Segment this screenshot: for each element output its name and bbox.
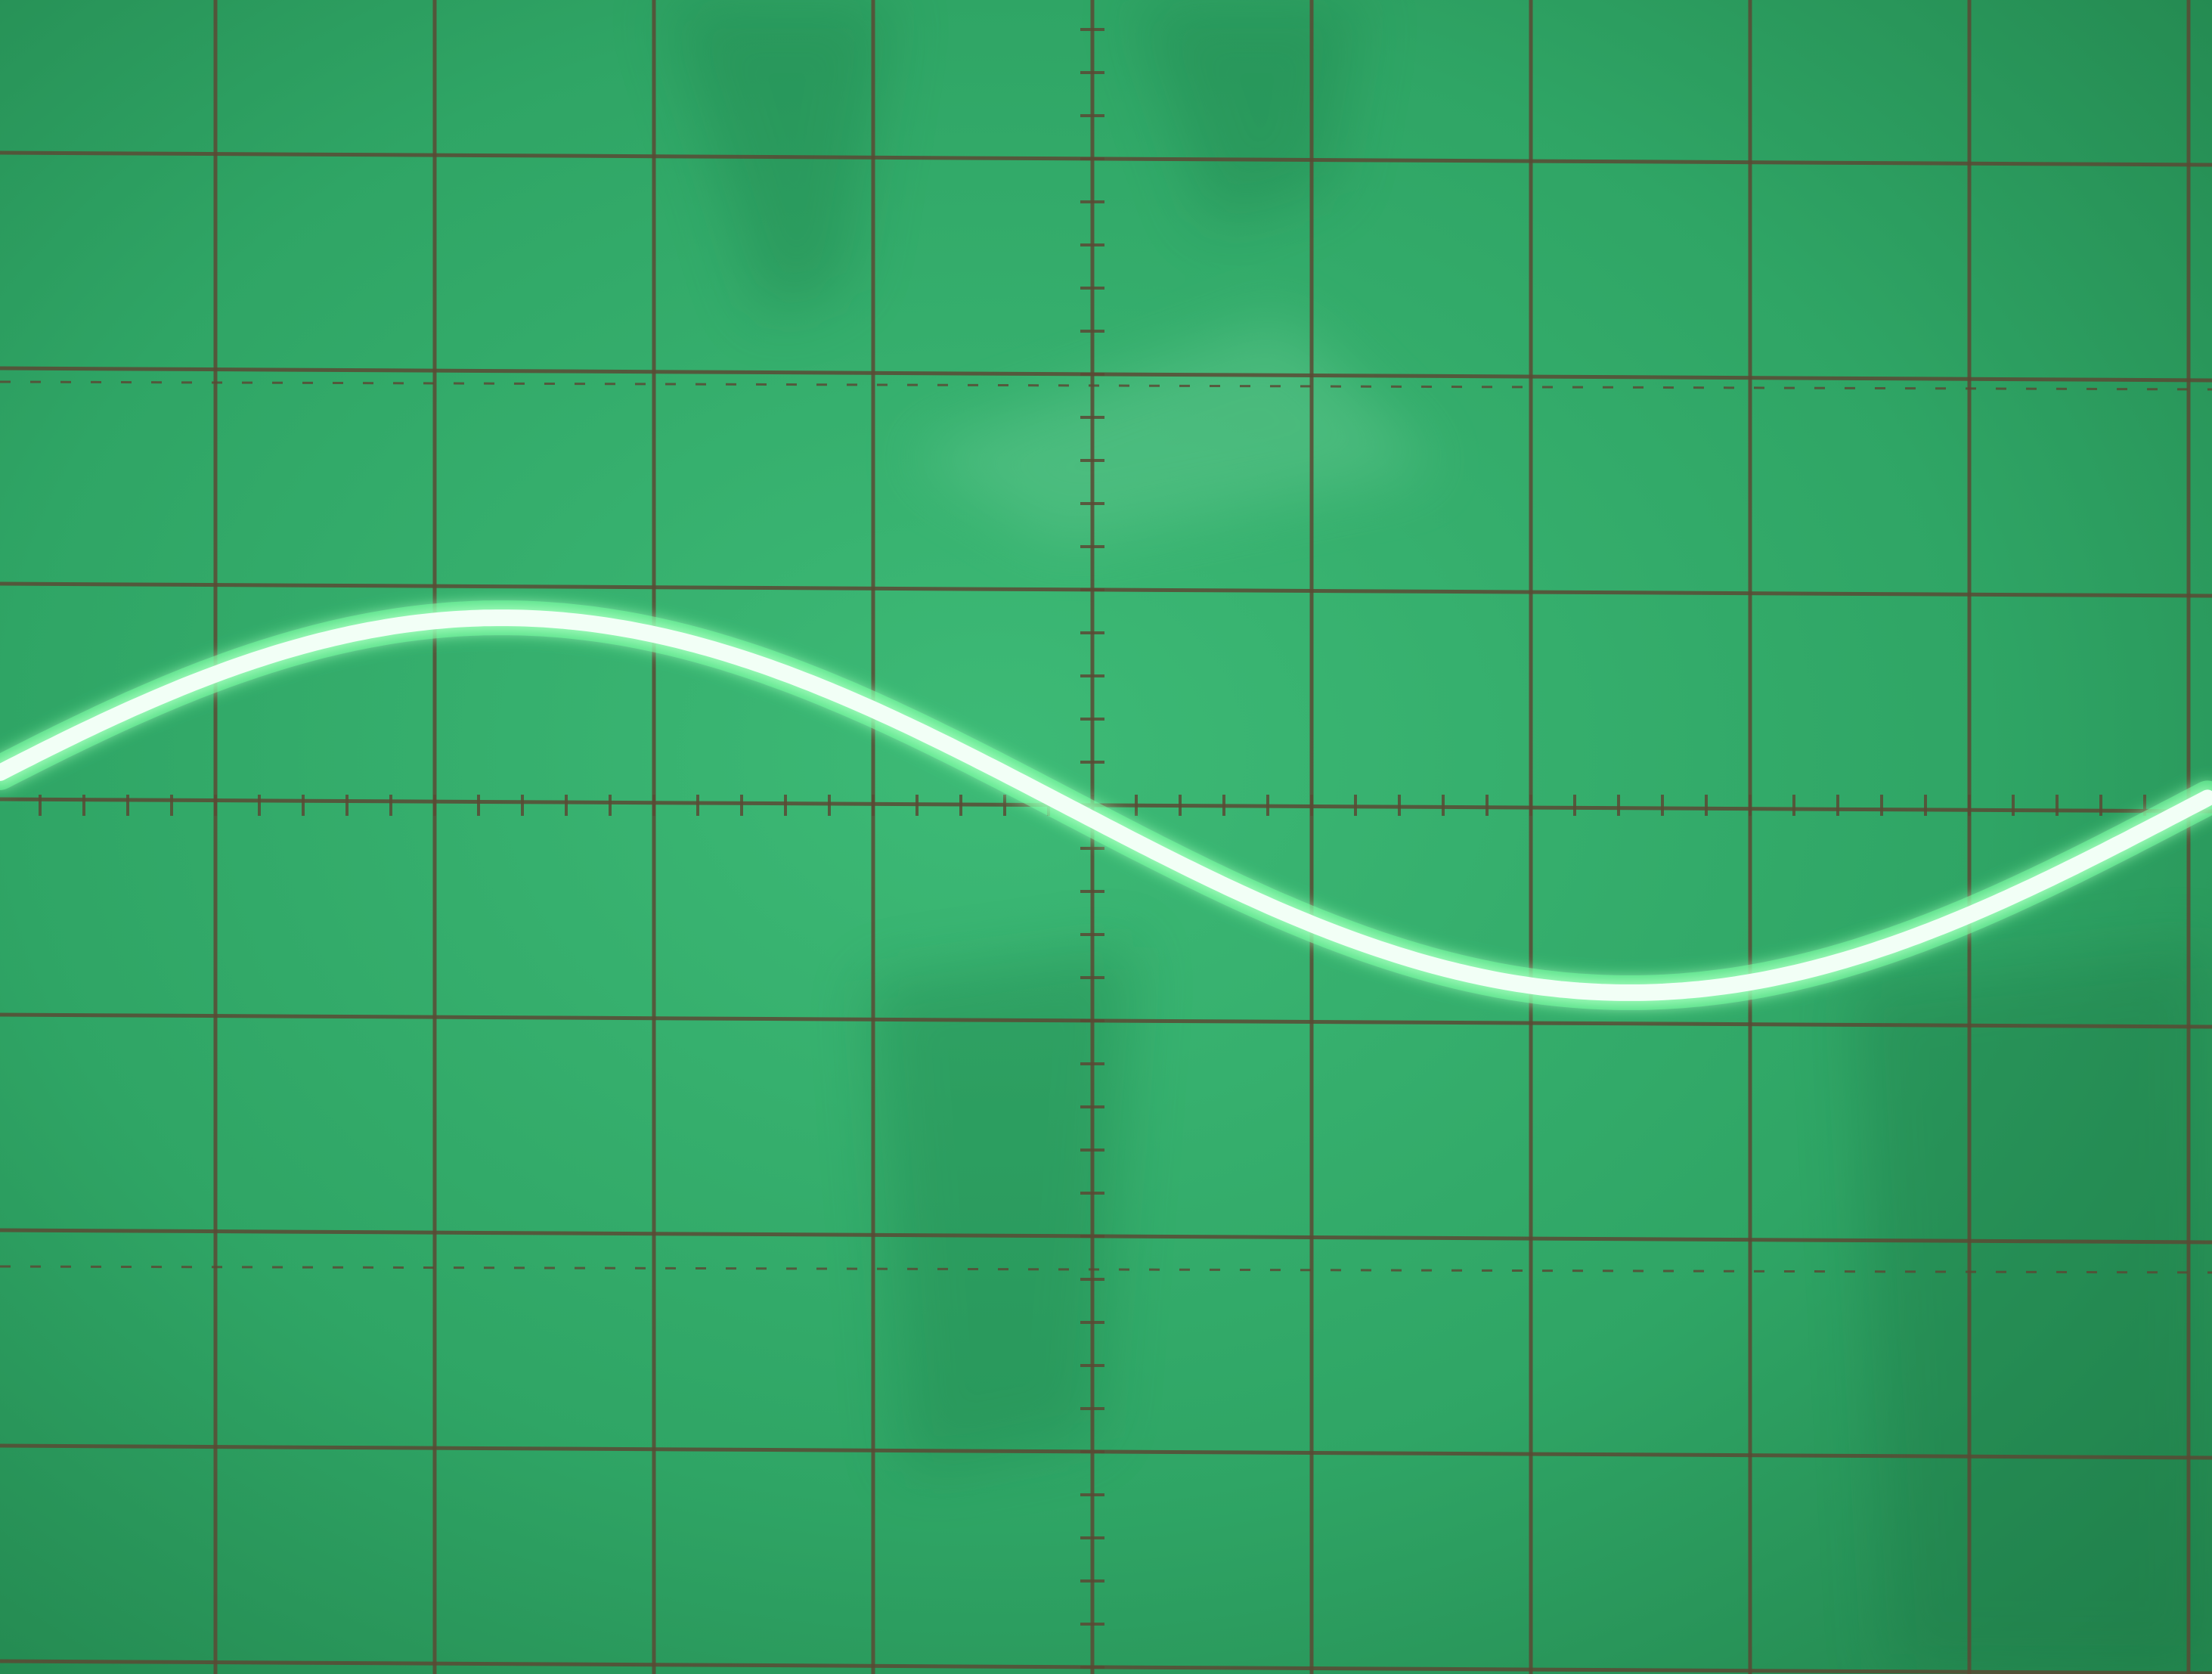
reflection-shape (1852, 945, 2212, 1674)
graticule-horizontal-line (0, 1012, 2212, 1029)
reflection-shape (1134, 0, 1361, 227)
trace-line (0, 609, 2212, 1001)
graticule-horizontal-line (0, 581, 2212, 598)
graticule-horizontal-line (0, 1659, 2212, 1674)
graticule-dashed-line (0, 380, 2212, 391)
graticule-dashed-line (0, 1265, 2212, 1274)
graticule-horizontal-line (0, 1228, 2212, 1245)
screen-reflections (665, 0, 2212, 1674)
graticule-horizontal-line (0, 797, 2212, 814)
graticule-horizontal-line (0, 1443, 2212, 1460)
graticule-horizontal-line (0, 150, 2212, 167)
waveform-trace (0, 600, 2212, 1010)
graticule-horizontal-line (0, 366, 2212, 383)
reflection-shape (869, 945, 1134, 1474)
